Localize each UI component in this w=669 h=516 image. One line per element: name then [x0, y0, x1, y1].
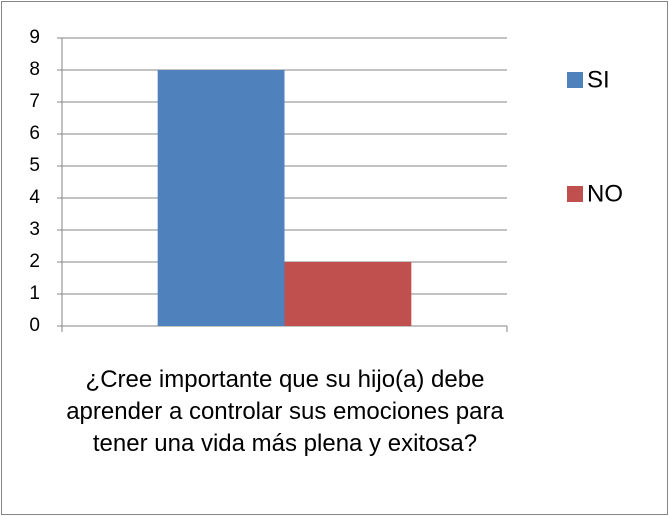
- y-tick-label: 3: [29, 219, 40, 240]
- y-tick-label: 4: [29, 187, 40, 208]
- bar: [284, 262, 412, 326]
- y-tick-label: 7: [29, 91, 40, 112]
- y-tick-label: 2: [29, 251, 40, 272]
- y-tick-label: 6: [29, 123, 40, 144]
- x-tick-label: ¿Cree importante que su hijo(a) debe apr…: [66, 366, 504, 457]
- y-tick-label: 0: [29, 315, 40, 336]
- y-tick-label: 8: [29, 59, 40, 80]
- legend-label: SI: [587, 66, 610, 93]
- legend-label: NO: [587, 180, 623, 207]
- y-tick-label: 1: [29, 283, 40, 304]
- legend-swatch: [567, 186, 583, 202]
- bar: [157, 70, 285, 326]
- y-tick-label: 9: [29, 27, 40, 48]
- y-tick-label: 5: [29, 155, 40, 176]
- legend-swatch: [567, 72, 583, 88]
